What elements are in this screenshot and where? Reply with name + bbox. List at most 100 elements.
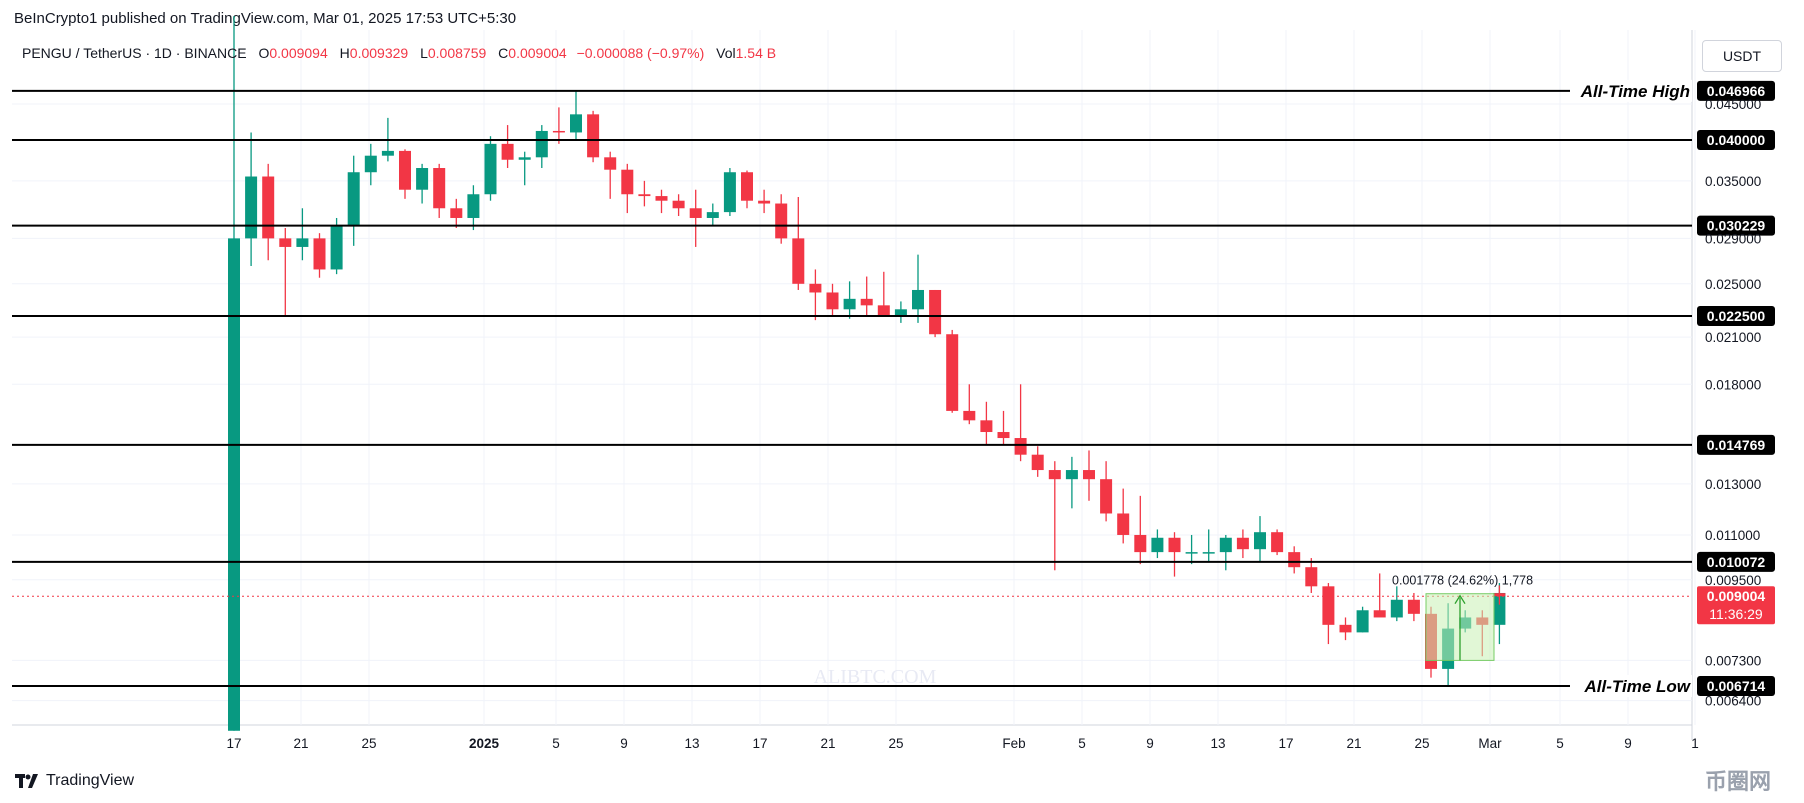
high-key: H — [340, 45, 350, 61]
candle-body — [296, 238, 309, 247]
candle-body — [826, 292, 839, 310]
candle-body — [672, 200, 685, 209]
candle-body — [1356, 610, 1369, 633]
candle — [860, 276, 873, 317]
candle — [450, 198, 463, 229]
open-key: O — [258, 45, 269, 61]
time-tick-label: 25 — [888, 736, 903, 751]
time-tick-label: 5 — [1556, 736, 1564, 751]
high-value: 0.009329 — [350, 45, 409, 61]
candle — [1117, 488, 1130, 544]
candle — [433, 163, 446, 218]
candle-body — [313, 238, 326, 270]
candle — [1407, 592, 1420, 622]
time-tick-label: 17 — [752, 736, 767, 751]
time-tick-label: 9 — [1146, 736, 1154, 751]
candle-body — [1373, 610, 1386, 618]
corner-watermark-logo: 币圈网 — [1705, 769, 1772, 794]
candle — [535, 125, 548, 169]
candle — [1083, 450, 1095, 501]
candle-body — [535, 130, 548, 158]
candle — [723, 168, 736, 217]
candle-body — [1048, 470, 1061, 480]
candle — [484, 136, 497, 201]
candle-body — [1065, 470, 1078, 480]
measure-label: 0.001778 (24.62%) 1,778 — [1392, 574, 1533, 588]
candle-body — [1493, 593, 1506, 597]
candle-body — [279, 238, 292, 247]
candle — [1031, 446, 1044, 477]
level-price-label: 0.040000 — [1707, 132, 1766, 148]
candle — [894, 301, 907, 323]
candle-body — [809, 283, 822, 293]
candle-body — [775, 203, 788, 239]
candle — [1202, 529, 1215, 562]
candle-body — [689, 208, 702, 218]
level-annotation-bg — [1570, 675, 1692, 697]
candle-body — [638, 194, 651, 197]
candles-layer — [228, 15, 1506, 731]
candle-body — [1185, 552, 1198, 554]
candle-body — [792, 238, 805, 284]
candle — [655, 189, 668, 214]
price-tick-label: 0.035000 — [1705, 174, 1761, 189]
candle — [1219, 534, 1232, 571]
tradingview-branding[interactable]: TradingView — [14, 772, 134, 790]
candle-body — [963, 410, 976, 421]
candle-body — [1390, 599, 1403, 618]
symbol-legend[interactable]: PENGU / TetherUS · 1D · BINANCE O0.00909… — [22, 45, 776, 61]
time-tick-label: Feb — [1002, 736, 1025, 751]
candle — [706, 203, 719, 225]
candle — [826, 283, 839, 317]
candle-body — [228, 238, 240, 731]
candle — [929, 289, 942, 338]
level-price-label: 0.006714 — [1707, 678, 1766, 694]
candle-body — [518, 157, 531, 160]
tradingview-logo-icon — [15, 774, 38, 788]
candle-body — [416, 168, 429, 190]
currency-button[interactable]: USDT — [1702, 40, 1782, 72]
time-axis: 17 21 25 2025 5 9 13 17 21 25 Feb 5 9 13 17 21 25 Mar 5 9 1 — [226, 736, 1698, 751]
close-value: 0.009004 — [508, 45, 567, 61]
candle — [1493, 585, 1506, 605]
candle — [946, 329, 959, 413]
candle — [1185, 534, 1198, 565]
candle-body — [1202, 552, 1215, 554]
watermark-text: ALIBTC.COM — [814, 666, 937, 688]
price-tick-label: 0.006400 — [1705, 694, 1761, 709]
candle-body — [570, 114, 582, 133]
level-price-label: 0.014769 — [1707, 437, 1766, 453]
candle-body — [621, 169, 634, 195]
time-tick-label: 21 — [820, 736, 835, 751]
candle — [689, 189, 702, 247]
level-price-label: 0.046966 — [1707, 83, 1766, 99]
candle — [364, 143, 377, 186]
candle-body — [262, 176, 275, 239]
candle — [1373, 573, 1386, 618]
candle — [313, 233, 326, 278]
candle-body — [655, 196, 668, 201]
price-tick-label: 0.045000 — [1705, 97, 1761, 112]
tradingview-wordmark: TradingView — [46, 772, 135, 789]
candle — [1339, 617, 1352, 641]
candle-body — [1271, 532, 1284, 553]
candle-body — [894, 309, 907, 317]
candle-body — [433, 168, 446, 209]
candle — [912, 254, 924, 323]
candle-body — [245, 176, 258, 239]
candle-body — [552, 130, 565, 133]
candle-body — [1168, 537, 1181, 553]
candle — [1134, 495, 1147, 565]
candle — [518, 151, 531, 186]
candle — [1322, 583, 1335, 645]
candle-body — [450, 208, 463, 218]
candle-body — [330, 224, 343, 270]
candle — [416, 163, 429, 204]
time-tick-label: 25 — [1414, 736, 1429, 751]
candle — [621, 163, 634, 214]
candle — [467, 185, 480, 231]
candle — [1168, 532, 1181, 577]
candle — [1305, 558, 1318, 593]
candle-body — [1014, 438, 1027, 455]
